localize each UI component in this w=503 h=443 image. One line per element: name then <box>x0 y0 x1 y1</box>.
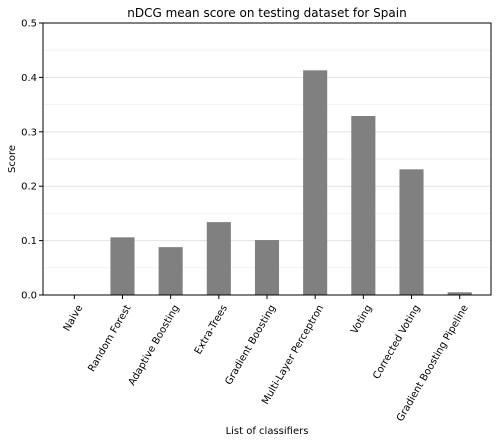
bar-gradient-boosting <box>254 240 280 295</box>
bar-corrected-voting <box>399 169 424 295</box>
bar-extra-trees <box>206 222 231 295</box>
x-tick-label: Random Forest <box>86 303 133 374</box>
chart-title: nDCG mean score on testing dataset for S… <box>127 6 406 20</box>
y-tick-label: 0.1 <box>21 236 37 247</box>
bar-adaptive-boosting <box>158 247 183 295</box>
y-tick-label: 0.3 <box>21 127 37 138</box>
x-tick-label: Adaptive Boosting <box>127 303 182 387</box>
bar-voting <box>351 116 376 295</box>
y-tick-label: 0.0 <box>21 291 37 302</box>
y-tick-label: 0.2 <box>21 182 37 193</box>
y-tick-label: 0.4 <box>21 73 37 84</box>
x-tick-label: Voting <box>349 303 374 336</box>
bar-gradient-boosting-pipeline <box>447 292 472 295</box>
bars <box>110 70 472 295</box>
y-tick-label: 0.5 <box>21 19 37 30</box>
x-tick-label: Gradient Boosting <box>223 303 278 387</box>
x-tick-label: Corrected Voting <box>371 303 422 381</box>
y-axis-ticks: 0.0 0.1 0.2 0.3 0.4 0.5 <box>21 19 43 302</box>
bar-multi-layer-perceptron <box>303 70 328 295</box>
bar-random-forest <box>110 237 135 295</box>
x-tick-label: Extra-Trees <box>193 303 230 356</box>
x-axis-title: List of classifiers <box>226 426 309 437</box>
y-axis-title: Score <box>7 145 18 173</box>
x-tick-label: Naive <box>62 303 86 333</box>
